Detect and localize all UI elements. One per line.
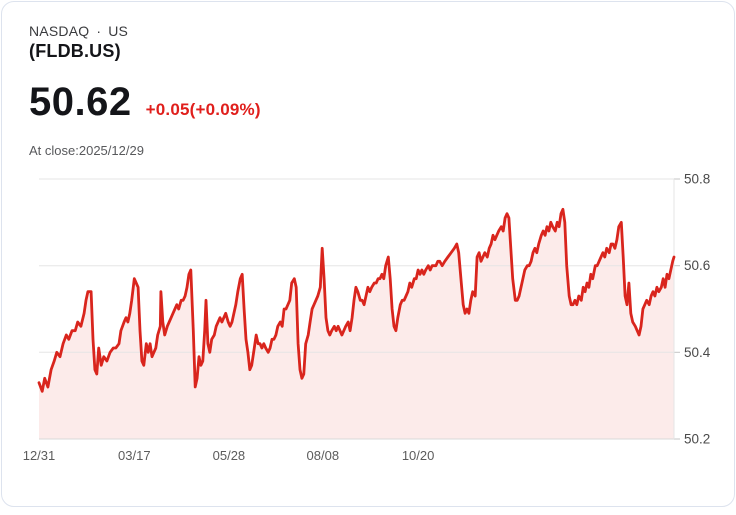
price-change: +0.05(+0.09%)	[146, 100, 261, 120]
x-axis-label: 03/17	[118, 448, 151, 463]
exchange-name: NASDAQ	[29, 23, 89, 39]
x-axis-label: 05/28	[213, 448, 246, 463]
y-axis-label: 50.2	[684, 432, 710, 447]
x-axis-label: 08/08	[307, 448, 340, 463]
x-axis-label: 12/31	[23, 448, 56, 463]
price-row: 50.62 +0.05(+0.09%)	[2, 82, 734, 122]
x-axis-label: 10/20	[402, 448, 435, 463]
last-price: 50.62	[29, 82, 132, 122]
exchange-line: NASDAQ · US	[29, 23, 734, 39]
price-area	[39, 209, 674, 439]
card-header: NASDAQ · US (FLDB.US)	[2, 2, 734, 62]
price-line	[39, 209, 674, 391]
market-region: US	[108, 23, 128, 39]
y-axis-label: 50.4	[684, 345, 711, 360]
stock-quote-card: NASDAQ · US (FLDB.US) 50.62 +0.05(+0.09%…	[1, 1, 735, 507]
separator-dot: ·	[96, 23, 101, 39]
ticker-symbol: (FLDB.US)	[29, 41, 734, 62]
close-date-note: At close:2025/12/29	[2, 143, 734, 158]
y-axis-label: 50.8	[684, 172, 710, 187]
y-axis-label: 50.6	[684, 258, 710, 273]
